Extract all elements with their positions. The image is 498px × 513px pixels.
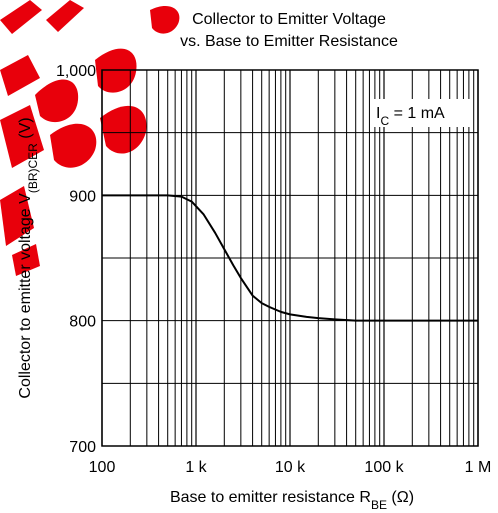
x-axis-label: Base to emitter resistance RBE (Ω) (170, 489, 414, 512)
title-line-1: Collector to Emitter Voltage (192, 11, 386, 28)
title-line-2: vs. Base to Emitter Resistance (180, 33, 398, 50)
annotation-box: IC = 1 mA (372, 99, 472, 128)
x-tick-label: 10 k (275, 459, 306, 476)
x-tick-label: 100 k (364, 459, 404, 476)
y-tick-label: 800 (69, 314, 96, 331)
series-group (102, 194, 478, 322)
x-tick-label: 1 M (465, 459, 492, 476)
annotation-ic: IC = 1 mA (376, 105, 445, 128)
x-tick-label: 100 (89, 459, 116, 476)
y-tick-label: 700 (69, 439, 96, 456)
y-axis-label: Collector to emitter voltage V(BR)CER (V… (17, 117, 40, 398)
series-line-1 (102, 194, 478, 322)
chart-title: Collector to Emitter Voltage vs. Base to … (180, 11, 398, 50)
x-tick-label: 1 k (185, 459, 207, 476)
y-tick-label: 1,000 (56, 63, 96, 80)
y-tick-labels: 700 800 900 1,000 (56, 63, 96, 456)
x-tick-labels: 100 1 k 10 k 100 k 1 M (89, 459, 492, 476)
y-tick-label: 900 (69, 188, 96, 205)
plot-frame (101, 69, 479, 447)
